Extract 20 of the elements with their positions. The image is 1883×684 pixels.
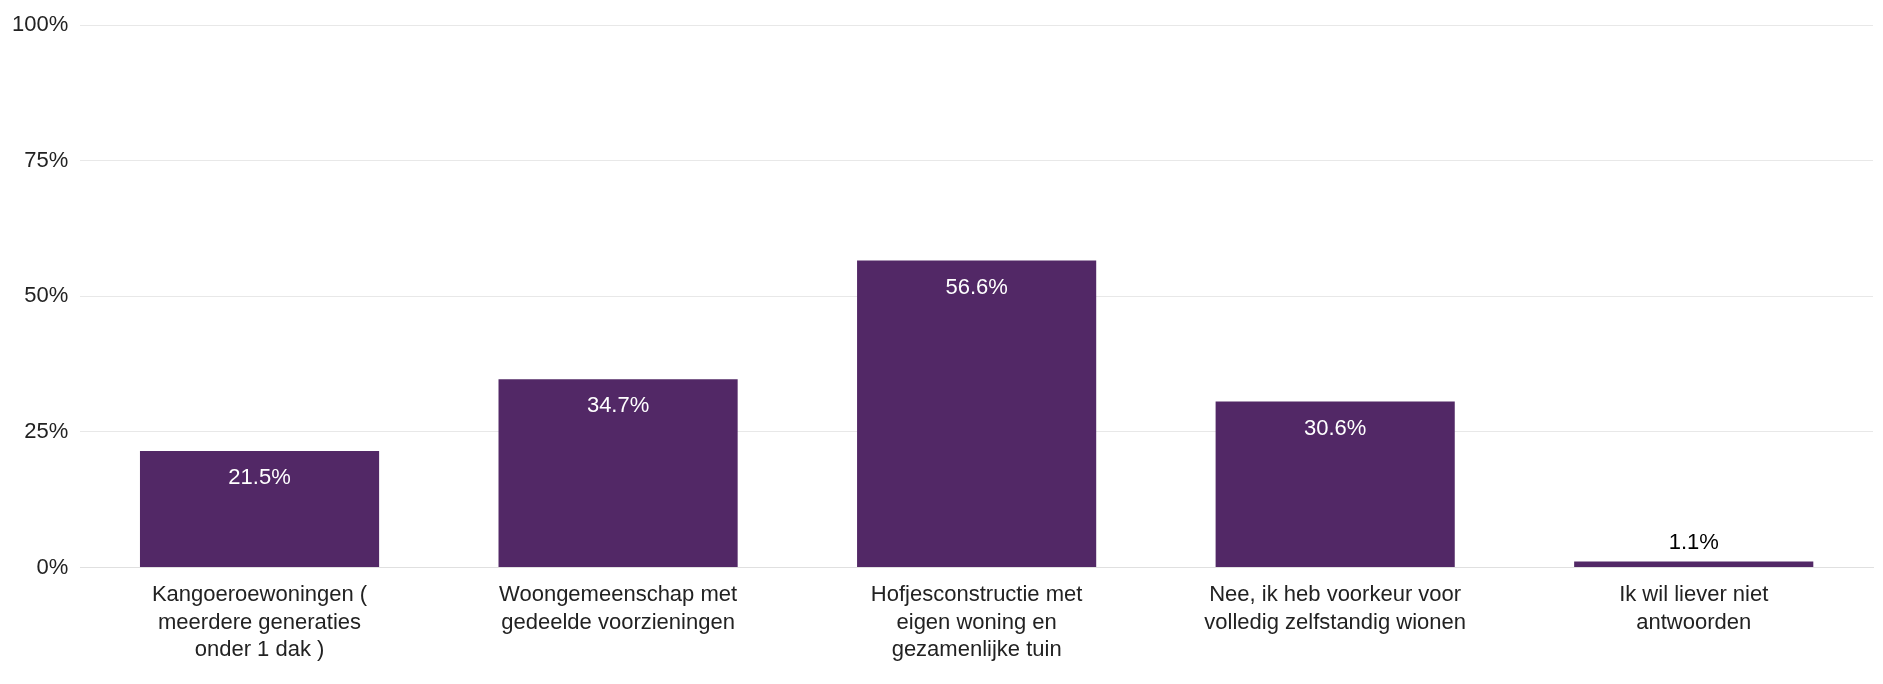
y-tick-label: 25% — [24, 417, 69, 443]
y-tick-label: 0% — [36, 553, 69, 579]
x-tick-label: Ik wil liever niet antwoorden — [1619, 581, 1769, 634]
x-tick-label: Hofjesconstructie met eigen woning en gezamenlijke tuin — [870, 581, 1083, 662]
x-tick-label: Kangoeroewoningen ( meerdere generaties onder 1 dak ) — [151, 581, 368, 662]
data-label: 21.5% — [228, 463, 291, 489]
bar — [1574, 561, 1814, 567]
bar — [1215, 401, 1455, 567]
data-label: 1.1% — [1668, 528, 1719, 554]
bar — [857, 260, 1097, 567]
y-tick-label: 100% — [11, 11, 69, 37]
data-label: 30.6% — [1303, 414, 1367, 440]
x-tick-label: Woongemeenschap met gedeelde voorzieningen — [499, 581, 738, 634]
bar — [139, 450, 380, 567]
y-tick-label: 50% — [24, 282, 69, 308]
data-label: 34.7% — [586, 392, 650, 418]
y-tick-label: 75% — [24, 146, 69, 172]
x-tick-label: Nee, ik heb voorkeur voor volledig zelfstandig wionen — [1204, 581, 1467, 634]
bar — [498, 379, 738, 567]
data-label: 56.6% — [945, 273, 1008, 299]
